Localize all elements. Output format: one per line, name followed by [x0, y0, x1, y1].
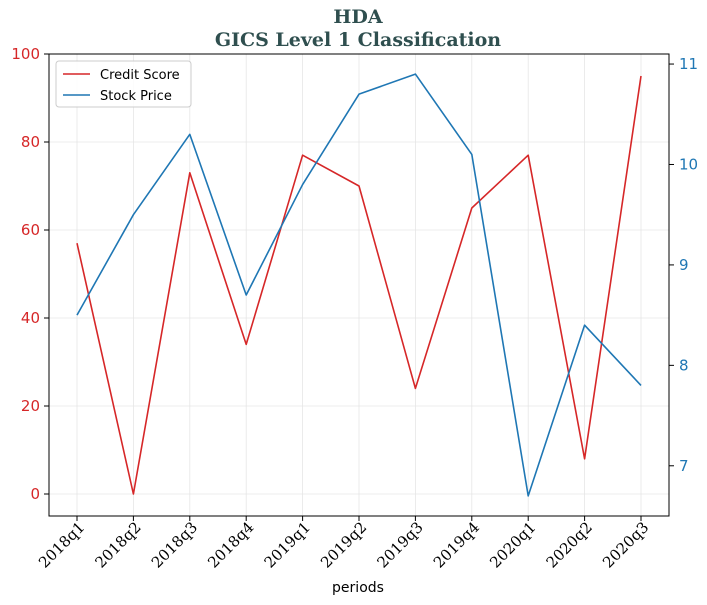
chart-subtitle: GICS Level 1 Classification: [215, 29, 501, 51]
left-y-tick-label: 60: [21, 221, 40, 239]
x-tick-label: 2018q3: [148, 518, 201, 571]
series-line-stock-price: [76, 73, 642, 497]
x-tick-label: 2019q4: [430, 518, 483, 571]
left-y-tick-label: 80: [21, 133, 40, 151]
left-y-tick-label: 0: [30, 485, 40, 503]
chart-title: HDA: [333, 6, 382, 28]
x-tick-label: 2019q1: [261, 518, 314, 571]
x-tick-label: 2018q2: [91, 518, 144, 571]
right-y-tick-label: 7: [679, 457, 689, 475]
x-tick-label: 2020q1: [486, 518, 539, 571]
x-axis-label: periods: [332, 580, 384, 596]
x-tick-label: 2020q3: [599, 518, 652, 571]
legend-label: Stock Price: [100, 89, 172, 104]
left-y-axis: 0 20 40 60 80 100: [11, 45, 49, 503]
left-y-tick-label: 20: [21, 397, 40, 415]
right-y-axis: 7 8 9 10 11: [669, 55, 698, 475]
right-y-tick-label: 8: [679, 356, 689, 374]
right-y-tick-label: 10: [679, 155, 698, 173]
x-tick-label: 2018q1: [35, 518, 88, 571]
x-tick-label: 2018q4: [204, 518, 257, 571]
x-tick-label: 2019q3: [373, 518, 426, 571]
left-y-tick-label: 100: [11, 45, 40, 63]
x-axis: 2018q1 2018q2 2018q3 2018q4 2019q1 2019q2 2019…: [35, 516, 652, 572]
x-tick-label: 2019q2: [317, 518, 370, 571]
right-y-tick-label: 9: [679, 256, 689, 274]
legend-label: Credit Score: [100, 68, 180, 83]
right-y-tick-label: 11: [679, 55, 698, 73]
legend: Credit Score Stock Price: [55, 60, 192, 108]
x-tick-label: 2020q2: [543, 518, 596, 571]
series-lines: [76, 73, 642, 497]
left-y-tick-label: 40: [21, 309, 40, 327]
series-line-credit-score: [76, 75, 642, 495]
